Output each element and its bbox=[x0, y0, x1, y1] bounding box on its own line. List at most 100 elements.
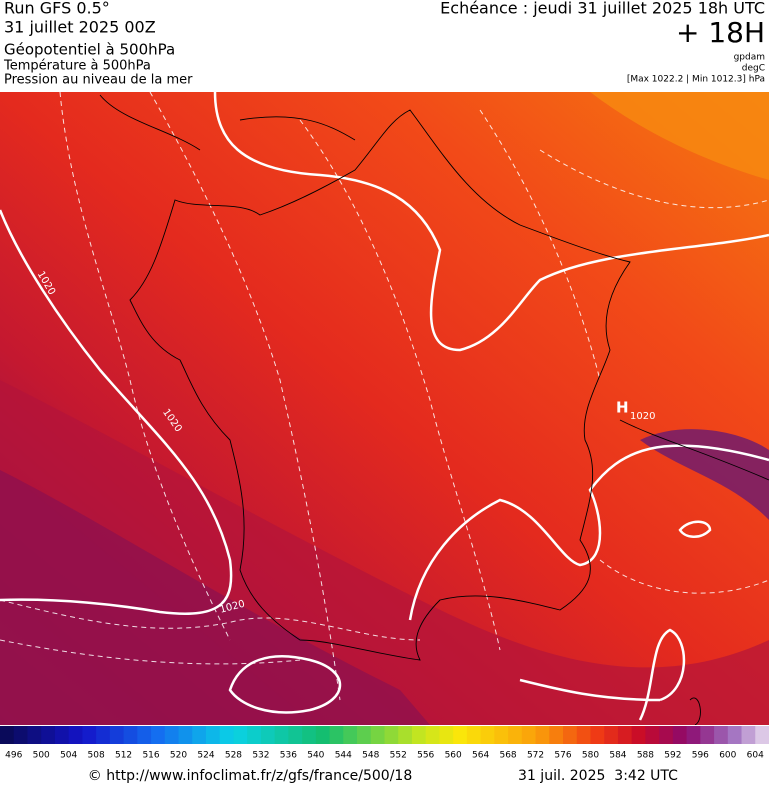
colorbar-swatch bbox=[755, 726, 769, 744]
colorbar-label: 496 bbox=[5, 751, 22, 761]
field-band bbox=[0, 470, 430, 725]
source-url: © http://www.infoclimat.fr/z/gfs/france/… bbox=[88, 768, 412, 784]
colorbar-swatch bbox=[274, 726, 289, 744]
colorbar-swatch bbox=[645, 726, 660, 744]
colorbar-swatch bbox=[480, 726, 495, 744]
colorbar-label: 568 bbox=[499, 751, 516, 761]
field-name: Température à 500hPa bbox=[3, 59, 151, 74]
colorbar-swatch bbox=[288, 726, 303, 744]
colorbar-swatch bbox=[439, 726, 454, 744]
colorbar-label: 504 bbox=[60, 751, 77, 761]
colorbar-label: 592 bbox=[664, 751, 681, 761]
colorbar-label: 508 bbox=[88, 751, 105, 761]
field-name: Géopotentiel à 500hPa bbox=[4, 41, 175, 59]
forecast-time: Echéance : jeudi 31 juillet 2025 18h UTC bbox=[440, 0, 765, 18]
colorbar-swatch bbox=[714, 726, 729, 744]
colorbar-label: 540 bbox=[307, 751, 324, 761]
colorbar-swatch bbox=[466, 726, 482, 744]
colorbar-swatch bbox=[233, 726, 248, 744]
colorbar-swatch bbox=[727, 726, 743, 744]
colorbar-swatch bbox=[425, 726, 440, 744]
colorbar-swatch bbox=[631, 726, 646, 744]
generation-time: 31 juil. 2025 3:42 UTC bbox=[518, 768, 678, 784]
field-band bbox=[590, 92, 769, 180]
unit: degC bbox=[742, 64, 765, 74]
colorbar-swatch bbox=[247, 726, 262, 744]
colorbar-swatch bbox=[123, 726, 138, 744]
colorbar-label: 532 bbox=[252, 751, 269, 761]
colorbar-swatch bbox=[398, 726, 413, 744]
colorbar-swatch bbox=[357, 726, 372, 744]
colorbar-swatch bbox=[343, 726, 358, 744]
colorbar-swatch bbox=[302, 726, 317, 744]
colorbar-swatch bbox=[741, 726, 756, 744]
colorbar-label: 564 bbox=[472, 751, 489, 761]
colorbar-swatch bbox=[164, 726, 180, 744]
colorbar-swatch bbox=[659, 726, 674, 744]
temperature-isolines bbox=[0, 92, 769, 701]
colorbar-label: 552 bbox=[390, 751, 407, 761]
colorbar-swatch bbox=[315, 726, 331, 744]
colorbar-swatch bbox=[686, 726, 701, 744]
colorbar-swatch bbox=[576, 726, 591, 744]
high-pressure-value: 1020 bbox=[630, 411, 655, 422]
colorbar-label: 556 bbox=[417, 751, 434, 761]
colorbar-swatch bbox=[260, 726, 276, 744]
colorbar-swatch bbox=[700, 726, 715, 744]
colorbar-swatch bbox=[137, 726, 152, 744]
coastlines-borders bbox=[99, 94, 769, 725]
colorbar-swatch bbox=[563, 726, 578, 744]
colorbar-swatch bbox=[494, 726, 509, 744]
colorbar-swatch bbox=[453, 726, 468, 744]
colorbar-label: 604 bbox=[747, 751, 764, 761]
colorbar-swatch bbox=[54, 726, 70, 744]
run-title: Run GFS 0.5° bbox=[4, 0, 110, 18]
colorbar-label: 544 bbox=[335, 751, 352, 761]
colorbar-swatch bbox=[411, 726, 427, 744]
colorbar-swatch bbox=[13, 726, 28, 744]
colorbar-label: 588 bbox=[637, 751, 654, 761]
colorbar-swatch bbox=[192, 726, 207, 744]
colorbar-label: 584 bbox=[609, 751, 626, 761]
colorbar-swatch bbox=[590, 726, 605, 744]
pressure-range: [Max 1022.2 | Min 1012.3] hPa bbox=[627, 75, 765, 85]
colorbar-swatch bbox=[672, 726, 688, 744]
colorbar-swatch bbox=[151, 726, 166, 744]
colorbar-swatch bbox=[384, 726, 399, 744]
colorbar-swatch bbox=[109, 726, 125, 744]
colorbar-swatch bbox=[549, 726, 564, 744]
lead-time: + 18H bbox=[676, 16, 765, 49]
colorbar-label: 500 bbox=[33, 751, 50, 761]
colorbar-label: 600 bbox=[719, 751, 736, 761]
colorbar-label: 524 bbox=[197, 751, 214, 761]
colorbar-label: 560 bbox=[445, 751, 462, 761]
colorbar-swatch bbox=[508, 726, 523, 744]
colorbar-swatch bbox=[205, 726, 221, 744]
colorbar-label: 596 bbox=[692, 751, 709, 761]
pressure-isobars bbox=[0, 92, 769, 721]
colorbar-label: 512 bbox=[115, 751, 132, 761]
colorbar-swatch bbox=[535, 726, 550, 744]
colorbar-label: 548 bbox=[362, 751, 379, 761]
unit: gpdam bbox=[734, 53, 765, 63]
colorbar-label: 576 bbox=[554, 751, 571, 761]
colorbar-swatch bbox=[329, 726, 344, 744]
field-name: Pression au niveau de la mer bbox=[4, 73, 193, 88]
colorbar-swatch bbox=[604, 726, 619, 744]
colorbar-swatch bbox=[27, 726, 42, 744]
colorbar-label: 520 bbox=[170, 751, 187, 761]
colorbar-swatch bbox=[370, 726, 385, 744]
colorbar-swatch bbox=[617, 726, 633, 744]
colorbar-label: 580 bbox=[582, 751, 599, 761]
high-pressure-symbol: H bbox=[616, 399, 629, 417]
colorbar-swatch bbox=[219, 726, 234, 744]
run-date: 31 juillet 2025 00Z bbox=[4, 18, 156, 37]
colorbar-swatch bbox=[521, 726, 537, 744]
colorbar-label: 516 bbox=[142, 751, 159, 761]
colorbar-swatch bbox=[82, 726, 97, 744]
colorbar-swatch bbox=[178, 726, 193, 744]
colorbar-swatch bbox=[0, 726, 15, 744]
colorbar-swatch bbox=[96, 726, 111, 744]
map: 1020 1020 1020 H 1020 bbox=[0, 92, 769, 725]
